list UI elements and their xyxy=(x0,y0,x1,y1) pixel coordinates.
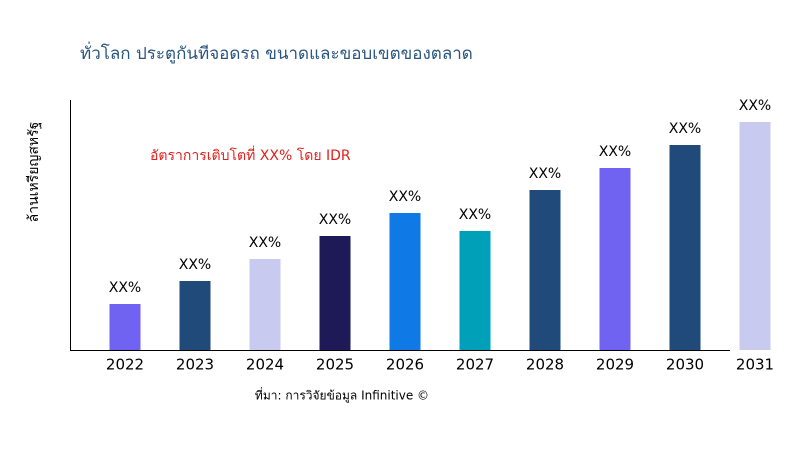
source: ที่มา: การวิจัยข้อมูล Infinitive © xyxy=(255,387,429,404)
value-label: XX% xyxy=(669,121,701,137)
x-tick-label: 2024 xyxy=(246,356,284,374)
bar xyxy=(739,122,771,350)
x-tick-label: 2027 xyxy=(456,356,494,374)
bar xyxy=(179,281,211,350)
bar xyxy=(319,236,351,350)
x-tick-label: 2030 xyxy=(666,356,704,374)
bar xyxy=(459,231,491,350)
bar xyxy=(389,213,421,350)
x-tick-label: 2023 xyxy=(176,356,214,374)
annotation: อัตราการเติบโตที่ XX% โดย IDR xyxy=(150,146,351,164)
value-label: XX% xyxy=(109,280,141,296)
value-label: XX% xyxy=(599,144,631,160)
value-label: XX% xyxy=(179,257,211,273)
value-label: XX% xyxy=(529,166,561,182)
x-tick-label: 2031 xyxy=(736,356,774,374)
value-label: XX% xyxy=(389,189,421,205)
value-label: XX% xyxy=(459,207,491,223)
value-label: XX% xyxy=(739,98,771,114)
x-tick-label: 2029 xyxy=(596,356,634,374)
chart-title: ทั่วโลก ประตูกันทีจอดรถ ขนาดและขอบเขตของ… xyxy=(80,41,473,64)
x-tick-label: 2028 xyxy=(526,356,564,374)
bar xyxy=(599,168,631,350)
value-label: XX% xyxy=(319,212,351,228)
x-tick-label: 2026 xyxy=(386,356,424,374)
bar xyxy=(109,304,141,350)
y-axis-label: ล้านเหรียญสหรัฐ xyxy=(26,122,42,223)
bar xyxy=(669,145,701,350)
bar xyxy=(249,259,281,350)
x-tick-label: 2025 xyxy=(316,356,354,374)
x-tick-label: 2022 xyxy=(106,356,144,374)
bar xyxy=(529,190,561,350)
value-label: XX% xyxy=(249,235,281,251)
